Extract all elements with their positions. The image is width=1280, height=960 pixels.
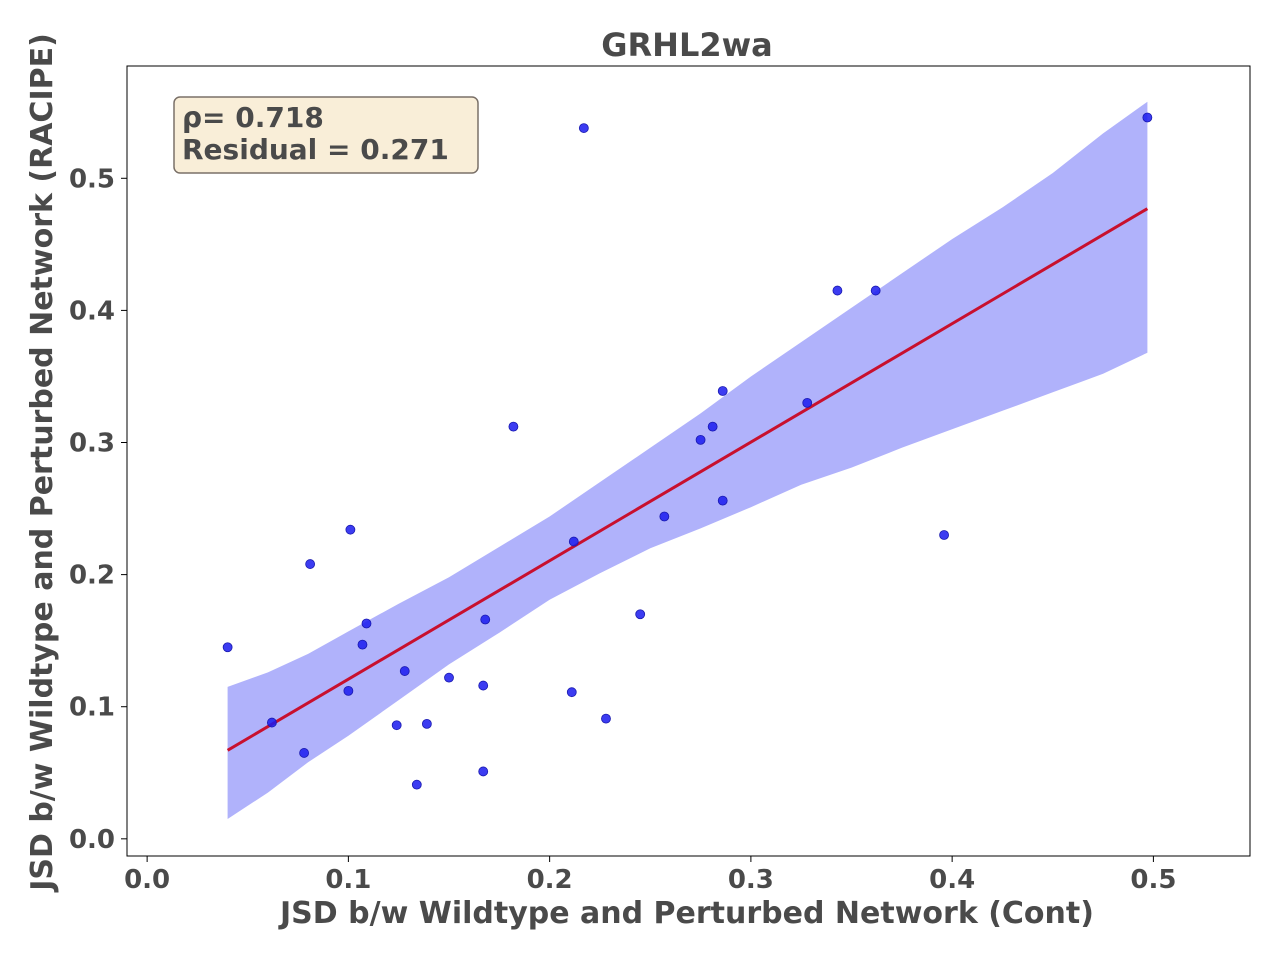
data-point-2 [299, 748, 310, 758]
y-axis-label: JSD b/w Wildtype and Perturbed Network (… [25, 33, 60, 893]
plot-frame [126, 65, 1251, 857]
confidence-band [227, 101, 1148, 819]
data-point-5 [345, 524, 356, 535]
x-tick-label-0: 0.0 [124, 865, 170, 895]
data-point-12 [444, 672, 454, 683]
data-point-8 [391, 720, 402, 731]
data-point-6 [357, 639, 368, 650]
data-point-18 [568, 536, 579, 547]
y-axis-ticks: 0.0 0.1 0.2 0.3 0.4 0.5 [69, 164, 127, 855]
data-point-14 [478, 766, 489, 777]
data-point-21 [635, 609, 646, 620]
confidence-band-layer [227, 101, 1148, 819]
residual-text: Residual = 0.271 [182, 133, 449, 166]
fit-line-layer [226, 207, 1149, 752]
x-tick-label-3: 0.3 [728, 865, 774, 895]
annotation-box [173, 96, 479, 174]
y-tick-label-5: 0.5 [69, 164, 115, 194]
x-axis-label: JSD b/w Wildtype and Perturbed Network (… [278, 896, 1094, 931]
data-point-7 [361, 618, 372, 629]
x-tick-label-2: 0.2 [527, 865, 573, 895]
data-point-0 [222, 642, 233, 653]
data-point-28 [832, 285, 843, 296]
stats-annotation: ρ= 0.718 Residual = 0.271 [173, 96, 479, 174]
data-point-20 [601, 713, 611, 724]
data-point-23 [695, 434, 706, 445]
chart-title: GRHL2wa [601, 26, 773, 64]
x-tick-label-4: 0.4 [929, 865, 975, 895]
data-point-29 [870, 285, 881, 296]
y-tick-label-0: 0.0 [69, 825, 115, 855]
rho-text: ρ= 0.718 [182, 101, 324, 134]
data-point-9 [399, 666, 410, 676]
data-point-16 [508, 421, 519, 432]
data-point-24 [707, 421, 718, 432]
y-tick-label-3: 0.3 [69, 429, 115, 459]
data-point-22 [659, 511, 670, 522]
data-point-30 [939, 530, 949, 540]
data-point-19 [578, 123, 589, 133]
y-tick-label-1: 0.1 [69, 693, 115, 723]
data-point-27 [802, 397, 813, 408]
x-axis-ticks: 0.0 0.1 0.2 0.3 0.4 0.5 [124, 856, 1176, 895]
data-point-26 [717, 495, 728, 506]
data-point-10 [411, 779, 422, 790]
data-point-17 [566, 687, 577, 698]
data-point-25 [717, 386, 728, 396]
data-point-15 [480, 614, 491, 625]
data-point-11 [421, 718, 432, 729]
data-point-4 [343, 685, 354, 696]
data-point-1 [267, 717, 277, 728]
y-tick-label-2: 0.2 [69, 561, 115, 591]
x-tick-label-5: 0.5 [1130, 865, 1176, 895]
x-tick-label-1: 0.1 [325, 865, 371, 895]
plot-area [126, 65, 1251, 857]
data-points-layer [222, 112, 1153, 790]
data-point-31 [1142, 112, 1153, 123]
regression-line [226, 207, 1149, 752]
data-point-13 [478, 680, 489, 691]
y-tick-label-4: 0.4 [69, 296, 115, 326]
data-point-3 [305, 559, 316, 569]
